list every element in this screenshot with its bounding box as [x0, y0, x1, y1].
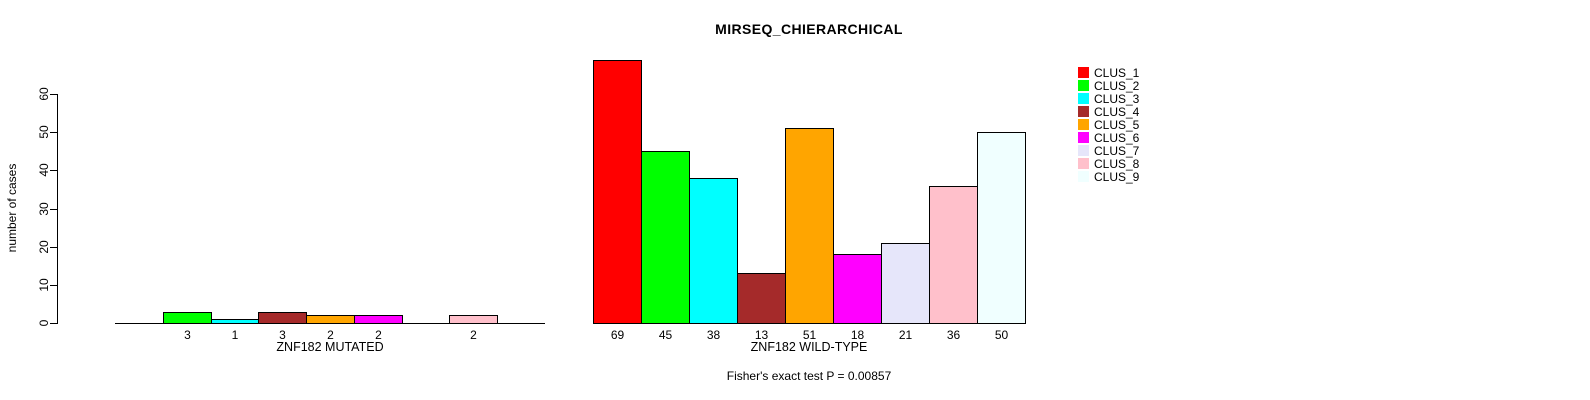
legend-swatch-clus_7: [1078, 145, 1089, 156]
bar-clus_1-panel2: [593, 60, 642, 324]
legend-item-clus_5: CLUS_5: [1078, 117, 1140, 132]
x-axis-label-mutated: ZNF182 MUTATED: [276, 340, 384, 354]
bar-value-label: 13: [754, 328, 769, 342]
legend-swatch-clus_2: [1078, 80, 1089, 91]
legend-label: CLUS_1: [1094, 65, 1140, 80]
y-tick-label: 60: [37, 87, 51, 101]
y-tick-mark: [50, 132, 57, 133]
legend-item-clus_3: CLUS_3: [1078, 91, 1140, 106]
legend-label: CLUS_3: [1094, 91, 1140, 106]
legend-label: CLUS_8: [1094, 156, 1140, 171]
y-axis-line: [57, 94, 58, 324]
bar-value-label: 2: [375, 328, 382, 342]
legend-swatch-clus_5: [1078, 119, 1089, 130]
bar-value-label: 51: [802, 328, 817, 342]
legend-swatch-clus_3: [1078, 93, 1089, 104]
x-axis-label-wildtype: ZNF182 WILD-TYPE: [750, 340, 868, 354]
legend-label: CLUS_2: [1094, 78, 1140, 93]
bar-clus_4-panel2: [737, 273, 786, 324]
bar-clus_4-panel1: [258, 312, 307, 324]
y-tick-label: 30: [37, 202, 51, 216]
y-tick-label: 10: [37, 278, 51, 292]
legend-item-clus_1: CLUS_1: [1078, 65, 1140, 80]
legend-item-clus_9: CLUS_9: [1078, 169, 1140, 184]
bar-value-label: 38: [706, 328, 721, 342]
legend-item-clus_2: CLUS_2: [1078, 78, 1140, 93]
bar-clus_2-panel2: [641, 151, 690, 324]
bar-clus_5-panel2: [785, 128, 834, 324]
y-tick-label: 0: [37, 319, 51, 327]
y-tick-mark: [50, 209, 57, 210]
y-tick-mark: [50, 247, 57, 248]
bar-clus_6-panel2: [833, 254, 882, 324]
legend-item-clus_7: CLUS_7: [1078, 143, 1140, 158]
bar-value-label: 2: [470, 328, 477, 342]
legend-item-clus_8: CLUS_8: [1078, 156, 1140, 171]
legend-item-clus_4: CLUS_4: [1078, 104, 1140, 119]
fisher-test-caption: Fisher's exact test P = 0.00857: [726, 369, 892, 383]
bar-value-label: 2: [327, 328, 334, 342]
legend-swatch-clus_6: [1078, 132, 1089, 143]
chart-title: MIRSEQ_CHIERARCHICAL: [715, 21, 903, 37]
y-axis-label: number of cases: [5, 163, 19, 253]
bar-value-label: 18: [850, 328, 865, 342]
bar-clus_9-panel2: [977, 132, 1026, 324]
bar-value-label: 21: [898, 328, 913, 342]
y-tick-label: 40: [37, 163, 51, 177]
bar-clus_3-panel1: [211, 319, 259, 324]
legend-label: CLUS_7: [1094, 143, 1140, 158]
bar-value-label: 1: [231, 328, 239, 342]
legend-swatch-clus_1: [1078, 67, 1089, 78]
legend-swatch-clus_9: [1078, 171, 1089, 182]
bar-clus_7-panel2: [881, 243, 930, 324]
bar-value-label: 3: [279, 328, 286, 342]
y-tick-label: 50: [37, 125, 51, 139]
y-tick-mark: [50, 323, 57, 324]
bar-value-label: 50: [994, 328, 1009, 342]
bar-clus_5-panel1: [306, 315, 355, 324]
y-tick-mark: [50, 170, 57, 171]
bar-value-label: 45: [658, 328, 673, 342]
legend-label: CLUS_4: [1094, 104, 1140, 119]
bar-clus_3-panel2: [689, 178, 738, 324]
legend-swatch-clus_4: [1078, 106, 1089, 117]
legend-item-clus_6: CLUS_6: [1078, 130, 1140, 145]
bar-value-label: 36: [946, 328, 961, 342]
bar-value-label: 69: [610, 328, 625, 342]
bar-clus_8-panel1: [449, 315, 498, 324]
y-tick-mark: [50, 94, 57, 95]
legend-swatch-clus_8: [1078, 158, 1089, 169]
y-tick-label: 20: [37, 240, 51, 254]
bar-value-label: 3: [184, 328, 191, 342]
bar-clus_6-panel1: [354, 315, 403, 324]
y-tick-mark: [50, 285, 57, 286]
legend-label: CLUS_6: [1094, 130, 1140, 145]
bar-clus_8-panel2: [929, 186, 978, 324]
legend-label: CLUS_5: [1094, 117, 1140, 132]
bar-clus_2-panel1: [163, 312, 212, 324]
legend-label: CLUS_9: [1094, 169, 1140, 184]
